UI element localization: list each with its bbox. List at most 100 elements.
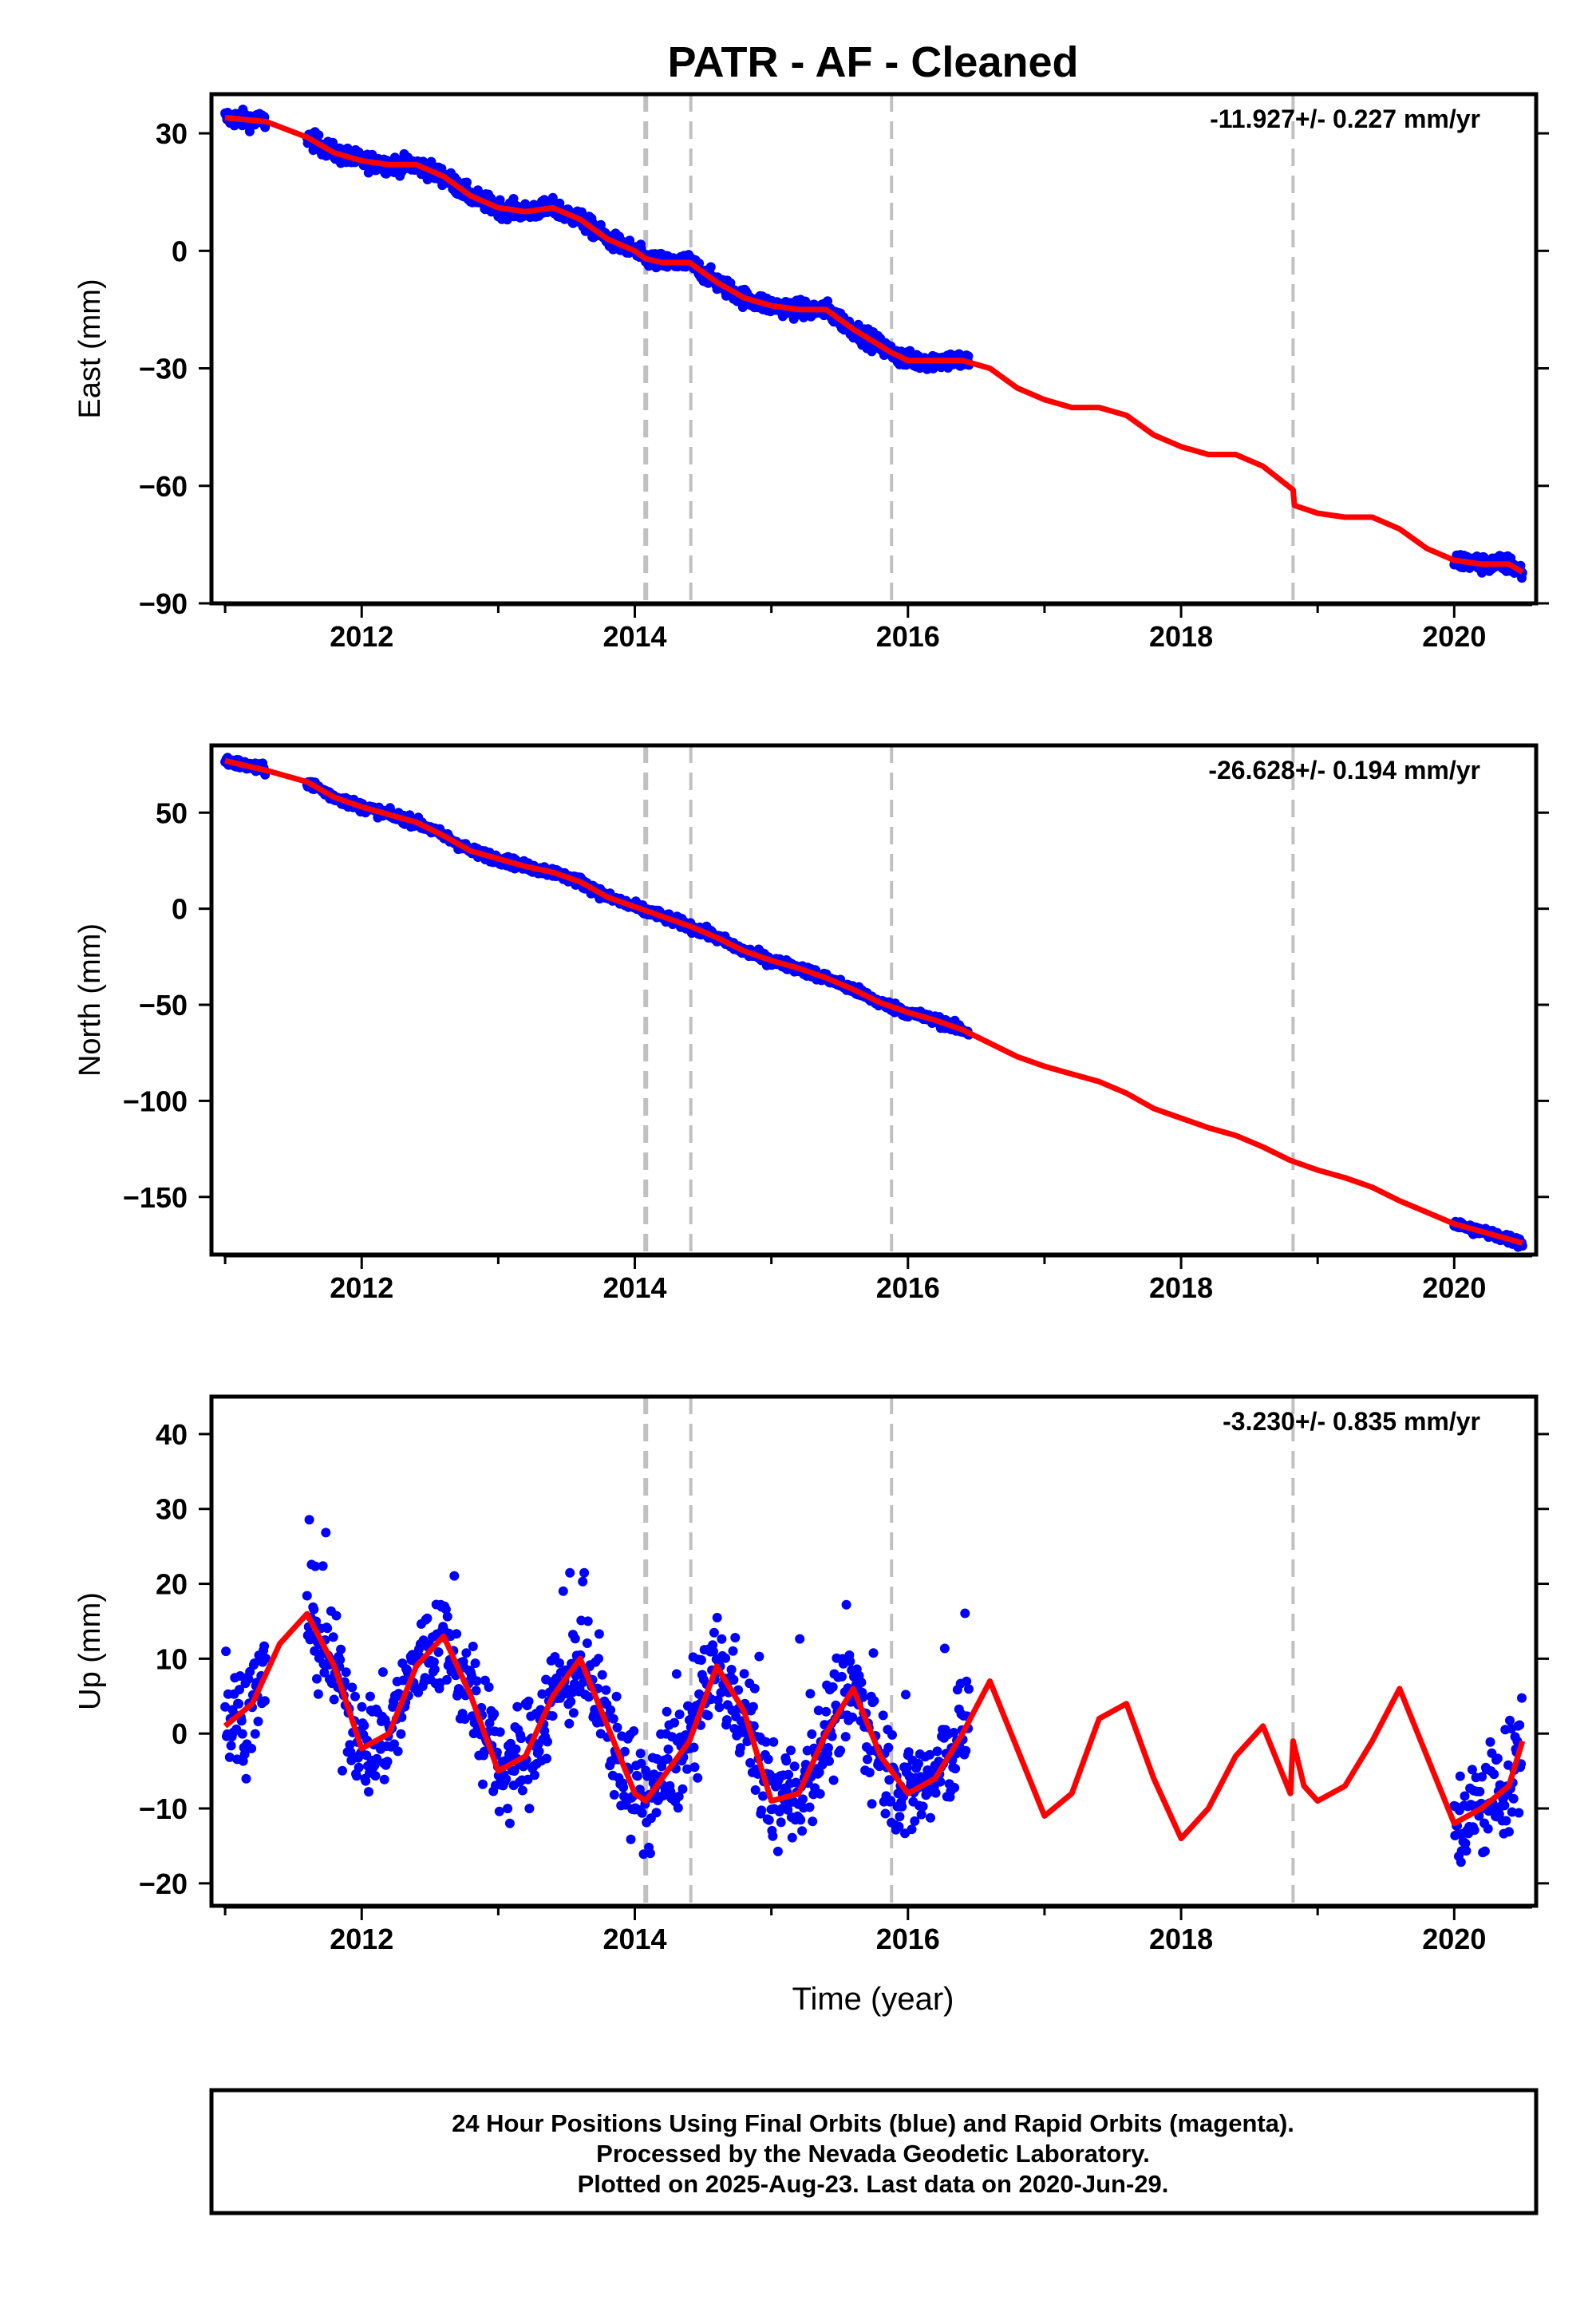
data-point (764, 1815, 774, 1825)
data-point (619, 1746, 630, 1757)
data-point (606, 1705, 616, 1715)
data-point (570, 1634, 580, 1644)
data-point (309, 1604, 319, 1615)
x-tick-label: 2018 (1149, 1271, 1213, 1304)
data-point (304, 1515, 314, 1525)
data-point (729, 1674, 739, 1685)
data-point (433, 1647, 444, 1658)
north-y-axis-label: North (mm) (73, 923, 107, 1077)
data-point (841, 1599, 851, 1610)
data-point (1479, 1846, 1490, 1856)
data-point (516, 1733, 526, 1744)
data-point (582, 1638, 592, 1648)
data-point (472, 1676, 482, 1686)
data-point (754, 1651, 764, 1662)
data-point (795, 1634, 805, 1644)
data-point (489, 1709, 500, 1719)
data-point (568, 1708, 579, 1718)
data-point (547, 192, 558, 203)
data-point (241, 1773, 251, 1784)
data-point (748, 1701, 758, 1712)
data-point (827, 1731, 837, 1741)
y-tick-label: 30 (156, 117, 188, 150)
data-point (393, 1746, 403, 1757)
data-point (310, 1646, 320, 1656)
data-point (345, 1740, 355, 1750)
y-tick-label: −90 (139, 587, 188, 620)
data-point (910, 1816, 920, 1826)
data-point (504, 1818, 515, 1828)
x-tick-label: 2016 (876, 1271, 940, 1304)
data-point (524, 1804, 535, 1814)
data-point (884, 1775, 895, 1785)
data-point (260, 1653, 271, 1663)
data-point (372, 1753, 382, 1764)
y-tick-label: −60 (139, 470, 188, 503)
data-point (721, 1715, 732, 1725)
data-point (234, 1698, 244, 1709)
north-model-line (224, 757, 1523, 1246)
data-point (471, 1686, 481, 1696)
data-point (1492, 1753, 1503, 1764)
data-point (1514, 1808, 1524, 1818)
data-point (361, 1776, 371, 1786)
data-point (1485, 1737, 1495, 1747)
data-point (808, 1816, 818, 1827)
data-point (310, 1561, 321, 1571)
data-point (735, 1743, 745, 1753)
data-point (823, 296, 833, 306)
data-point (351, 1771, 361, 1781)
data-point (714, 1702, 725, 1713)
data-point (565, 1567, 575, 1578)
x-tick-label: 2012 (330, 1271, 393, 1304)
east-rate-label: -11.927+/- 0.227 mm/yr (1210, 105, 1480, 133)
data-point (796, 1815, 806, 1825)
x-tick-label: 2016 (876, 620, 940, 653)
data-point (608, 1713, 618, 1724)
data-point (478, 1779, 488, 1789)
data-point (916, 1809, 926, 1820)
y-tick-label: −100 (123, 1085, 188, 1117)
data-point (329, 1694, 339, 1705)
data-point (960, 1608, 970, 1618)
data-point (542, 1753, 551, 1764)
x-tick-label: 2018 (1149, 620, 1213, 653)
data-point (897, 1801, 907, 1812)
data-point (689, 1762, 700, 1773)
data-point (635, 1749, 646, 1759)
footer-line-2: Processed by the Nevada Geodetic Laborat… (596, 2140, 1150, 2168)
data-point (1460, 1838, 1471, 1848)
data-point (856, 1678, 867, 1688)
data-point (932, 1746, 942, 1757)
data-point (221, 1646, 231, 1657)
data-point (682, 1764, 693, 1774)
data-point (468, 1642, 478, 1651)
data-point (914, 1758, 923, 1769)
data-point (566, 1697, 576, 1707)
data-point (260, 1696, 270, 1706)
data-point (1504, 1827, 1514, 1837)
data-point (382, 1757, 393, 1767)
data-point (880, 1808, 891, 1819)
data-point (611, 1691, 622, 1701)
data-point (442, 1611, 452, 1622)
data-point (429, 1657, 439, 1667)
data-point (1467, 1765, 1477, 1775)
data-point (347, 1682, 358, 1693)
data-point (313, 1689, 323, 1699)
data-point (709, 1646, 718, 1657)
data-point (512, 1701, 523, 1712)
data-point (470, 1658, 480, 1669)
data-point (750, 1785, 760, 1795)
data-point (663, 1744, 674, 1754)
data-point (331, 1611, 342, 1621)
data-point (1508, 1793, 1519, 1804)
y-tick-label: −30 (139, 353, 188, 385)
data-point (824, 1756, 834, 1766)
data-point (930, 1788, 941, 1798)
data-point (662, 1706, 672, 1717)
east-plot-frame (209, 92, 1539, 606)
x-axis-label: Time (year) (792, 1982, 954, 2017)
data-point (319, 1667, 330, 1678)
data-point (523, 1696, 534, 1706)
